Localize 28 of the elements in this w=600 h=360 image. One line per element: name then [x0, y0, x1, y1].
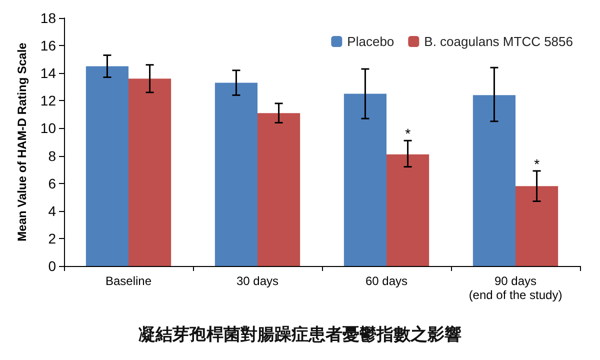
bar — [258, 113, 300, 266]
y-tick-label: 16 — [40, 38, 56, 54]
y-tick-label: 8 — [48, 148, 56, 164]
annotation: * — [534, 156, 540, 172]
bar — [214, 82, 258, 266]
x-tick-label: 30 days — [236, 274, 279, 288]
text: 凝結芽孢桿菌對腸躁症患者憂鬱指數之影響 — [138, 325, 462, 344]
legend-label: Placebo — [347, 34, 394, 49]
x-tick-label: Baseline — [105, 274, 152, 288]
legend-label: B. coagulans MTCC 5856 — [424, 34, 574, 49]
x-tick-label: 90 days (end of the study) — [468, 274, 562, 302]
annotation: * — [405, 126, 412, 142]
bar — [516, 186, 558, 266]
y-tick-label: 12 — [40, 92, 56, 109]
x-tick-label: 60 days — [365, 274, 408, 288]
y-tick-label: 2 — [48, 230, 56, 246]
y-tick-label: 6 — [48, 175, 56, 192]
y-tick-label: 4 — [48, 202, 56, 219]
bar — [86, 66, 128, 266]
bar — [344, 94, 386, 266]
y-axis-title: Mean Value of HAM-D Rating Scale — [15, 42, 29, 242]
y-tick-label: 10 — [40, 120, 56, 136]
bar — [128, 78, 172, 266]
y-tick-label: 18 — [40, 10, 56, 26]
y-tick-label: 0 — [48, 258, 56, 274]
bar — [386, 154, 430, 266]
y-tick-label: 14 — [40, 65, 56, 82]
bar — [472, 95, 516, 266]
